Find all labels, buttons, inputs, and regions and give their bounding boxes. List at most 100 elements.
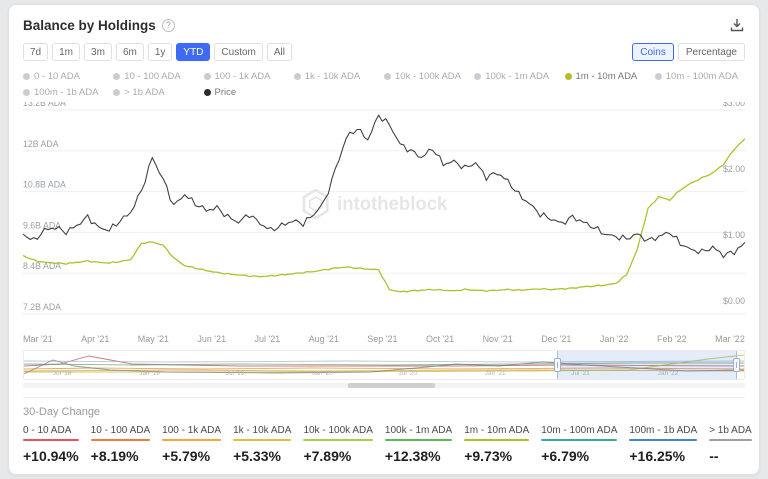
- unit-toggle-percentage[interactable]: Percentage: [677, 43, 745, 61]
- range-button-ytd[interactable]: YTD: [176, 43, 211, 61]
- range-button-1y[interactable]: 1y: [147, 43, 173, 61]
- y-axis-label-right: $2.00: [723, 164, 745, 174]
- y-axis-label-left: 12B ADA: [23, 139, 59, 149]
- legend-item-9[interactable]: > 1b ADA: [113, 87, 203, 98]
- y-axis-label-right: $3.00: [723, 102, 745, 108]
- legend-item-0[interactable]: 0 - 10 ADA: [23, 71, 113, 82]
- range-button-7d[interactable]: 7d: [23, 43, 49, 61]
- change-item-9: > 1b ADA --: [709, 425, 752, 464]
- legend-label: 100k - 1m ADA: [485, 71, 550, 82]
- navigator-handle-right[interactable]: [732, 358, 740, 372]
- navigator-handle-left[interactable]: [553, 358, 561, 372]
- y-axis-label-left: 7.2B ADA: [23, 302, 61, 312]
- range-button-all[interactable]: All: [266, 43, 292, 61]
- navigator-series-line: [24, 354, 744, 373]
- legend-item-1[interactable]: 10 - 100 ADA: [113, 71, 203, 82]
- change-color-bar: [23, 439, 79, 441]
- change-label: 1m - 10m ADA: [464, 425, 530, 436]
- legend-dot-icon: [564, 73, 572, 80]
- legend-dot-icon: [384, 73, 391, 80]
- download-icon[interactable]: [729, 17, 745, 33]
- legend-label: 1k - 10k ADA: [304, 71, 361, 82]
- x-axis-label: Mar '21: [23, 334, 53, 344]
- controls-row: 7d 1m 3m 6m 1y YTD Custom All Coins Percentage: [23, 42, 745, 62]
- legend-dot-icon: [113, 73, 121, 80]
- change-item-4: 10k - 100k ADA +7.89%: [303, 425, 373, 464]
- change-value: +9.73%: [464, 448, 513, 464]
- navigator-tick-label: Jul '19: [225, 370, 245, 377]
- legend-dot-icon: [23, 73, 30, 80]
- change-30d-row: 0 - 10 ADA +10.94% 10 - 100 ADA +8.19% 100 -…: [23, 425, 752, 464]
- legend-item-8[interactable]: 100m - 1b ADA: [23, 87, 113, 98]
- series-line-balance: [22, 138, 746, 293]
- change-value: +5.79%: [162, 448, 211, 464]
- range-button-3m[interactable]: 3m: [84, 43, 112, 61]
- navigator-tick-label: Jan '22: [657, 370, 679, 377]
- navigator-tick-label: Jul '18: [52, 370, 72, 377]
- change-label: 100k - 1m ADA: [384, 425, 453, 436]
- unit-toggle-group: Coins Percentage: [628, 43, 745, 61]
- x-axis-label: Aug '21: [308, 334, 339, 344]
- change-color-bar: [709, 439, 752, 441]
- navigator-tick-label: Jul '20: [398, 370, 417, 377]
- change-label: 0 - 10 ADA: [23, 425, 72, 436]
- unit-toggle-coins[interactable]: Coins: [632, 43, 674, 61]
- legend-item-5[interactable]: 100k - 1m ADA: [474, 71, 564, 82]
- scrollbar-thumb[interactable]: [347, 383, 435, 388]
- change-item-7: 10m - 100m ADA +6.79%: [541, 425, 618, 464]
- navigator[interactable]: Jul '18 Jan '19 Jul '19 Jan '20 Jul '20 Jan '…: [23, 350, 745, 380]
- legend-label: 10k - 100k ADA: [395, 71, 462, 82]
- y-axis-label-left: 13.2B ADA: [23, 102, 66, 108]
- x-axis-label: Nov '21: [482, 334, 513, 344]
- main-chart-svg[interactable]: 13.2B ADA 12B ADA 10.8B ADA 9.6B ADA 8.4B AD…: [22, 98, 746, 328]
- legend-item-2[interactable]: 100 - 1k ADA: [203, 71, 294, 82]
- legend-label: 10m - 100m ADA: [665, 71, 739, 82]
- change-color-bar: [90, 439, 151, 441]
- navigator-tick-labels: Jul '18 Jan '19 Jul '19 Jan '20 Jul '20 Jan '…: [24, 370, 744, 378]
- watermark: intotheblock: [302, 188, 448, 220]
- main-chart: 13.2B ADA 12B ADA 10.8B ADA 9.6B ADA 8.4B AD…: [22, 98, 746, 346]
- time-range-group: 7d 1m 3m 6m 1y YTD Custom All: [23, 43, 296, 61]
- legend-dot-icon: [474, 73, 482, 80]
- navigator-selection[interactable]: [553, 351, 740, 379]
- change-color-bar: [541, 439, 618, 441]
- x-axis-label: Sep '21: [367, 334, 398, 344]
- legend: 0 - 10 ADA 10 - 100 ADA 100 - 1k ADA 1k - 1…: [23, 71, 745, 98]
- range-button-6m[interactable]: 6m: [115, 43, 144, 61]
- legend-item-6[interactable]: 1m - 10m ADA: [564, 71, 655, 82]
- range-button-custom[interactable]: Custom: [214, 43, 263, 61]
- change-color-bar: [233, 439, 292, 441]
- navigator-svg: [24, 354, 744, 375]
- legend-item-3[interactable]: 1k - 10k ADA: [293, 71, 384, 82]
- change-color-bar: [629, 439, 698, 441]
- y-axis-label-right: $1.00: [723, 230, 745, 240]
- navigator-tick-label: Jul '21: [571, 370, 590, 377]
- legend-item-10[interactable]: Price: [203, 87, 294, 98]
- x-axis-label: May '21: [137, 334, 169, 344]
- help-icon[interactable]: ?: [161, 18, 175, 32]
- legend-dot-icon: [113, 89, 121, 96]
- navigator-scrollbar[interactable]: [23, 383, 745, 388]
- change-item-1: 10 - 100 ADA +8.19%: [90, 425, 151, 464]
- change-color-bar: [162, 439, 222, 441]
- legend-item-7[interactable]: 10m - 100m ADA: [654, 71, 745, 82]
- legend-label: Price: [214, 87, 237, 98]
- range-button-1m[interactable]: 1m: [52, 43, 81, 61]
- x-axis-label: Jan '22: [599, 334, 629, 344]
- navigator-tick-label: Jan '21: [484, 370, 506, 377]
- change-item-6: 1m - 10m ADA +9.73%: [464, 425, 530, 464]
- y-axis-label-right: $0.00: [723, 296, 745, 306]
- change-item-8: 100m - 1b ADA +16.25%: [629, 425, 698, 464]
- legend-dot-icon: [23, 89, 30, 96]
- section-divider: [23, 397, 745, 398]
- change-value: +12.38%: [384, 448, 441, 464]
- change-value: --: [709, 448, 719, 464]
- legend-label: 100m - 1b ADA: [34, 87, 99, 98]
- legend-dot-icon: [654, 73, 662, 80]
- legend-item-4[interactable]: 10k - 100k ADA: [384, 71, 474, 82]
- x-axis-label: Mar '22: [715, 334, 745, 344]
- change-item-2: 100 - 1k ADA +5.79%: [162, 425, 222, 464]
- y-axis-label-left: 10.8B ADA: [23, 180, 66, 190]
- legend-dot-icon: [203, 89, 211, 96]
- change-value: +5.33%: [233, 448, 281, 464]
